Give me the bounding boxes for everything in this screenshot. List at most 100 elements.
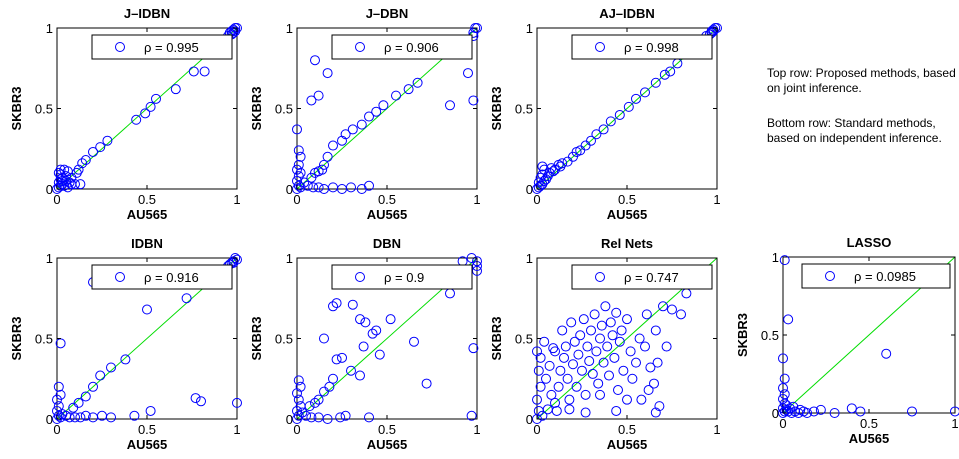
data-point <box>855 406 866 417</box>
data-point <box>591 346 602 357</box>
data-point <box>650 77 661 88</box>
data-point <box>580 407 591 418</box>
legend-label: ρ = 0.998 <box>624 40 679 55</box>
data-point <box>643 385 654 396</box>
data-point <box>340 129 351 140</box>
data-point <box>555 161 566 172</box>
data-point <box>421 378 432 389</box>
data-point <box>295 151 306 162</box>
data-point <box>328 301 338 312</box>
y-tick-label: 0.5 <box>275 332 293 347</box>
x-tick-label: 1 <box>713 422 720 437</box>
chart-title: J–DBN <box>366 6 409 21</box>
y-tick-label: 0 <box>526 412 533 427</box>
y-tick-label: 0.5 <box>515 102 533 117</box>
data-point <box>846 403 857 414</box>
x-tick-label: 0.5 <box>378 192 396 207</box>
data-point <box>232 397 242 408</box>
data-point <box>550 346 560 357</box>
data-point <box>371 106 382 117</box>
data-point <box>661 341 672 352</box>
data-point <box>548 343 559 354</box>
data-point <box>55 169 66 180</box>
legend-marker <box>115 272 125 282</box>
data-point <box>614 336 625 347</box>
data-point <box>950 406 959 417</box>
data-point <box>358 341 369 352</box>
data-point <box>535 352 546 363</box>
y-tick-label: 0 <box>286 182 293 197</box>
legend-marker <box>595 272 605 282</box>
legend-box <box>801 263 951 289</box>
data-point <box>468 343 479 354</box>
data-point <box>595 333 605 344</box>
x-tick-label: 0.5 <box>138 192 156 207</box>
data-point <box>645 362 656 373</box>
y-tick-label: 0.5 <box>761 328 779 343</box>
data-point <box>190 393 201 404</box>
data-point <box>568 359 578 370</box>
data-point <box>73 397 84 408</box>
data-point <box>75 412 86 423</box>
data-point <box>53 381 64 392</box>
data-point <box>586 325 596 336</box>
y-tick-label: 1 <box>46 21 53 36</box>
x-tick-label: 0 <box>293 422 300 437</box>
y-tick-label: 1 <box>46 251 53 266</box>
data-point <box>299 177 310 188</box>
data-point <box>199 66 210 77</box>
data-point <box>70 179 80 190</box>
x-axis-label: AU565 <box>367 207 407 222</box>
x-axis-label: AU565 <box>127 207 167 222</box>
y-axis-label: SKBR3 <box>489 316 504 360</box>
data-point <box>364 180 374 191</box>
data-point <box>463 68 473 79</box>
data-point <box>544 360 555 371</box>
bottom-row-note: Bottom row: Standard methods, based on i… <box>767 116 942 145</box>
data-point <box>367 328 378 339</box>
data-point <box>537 161 548 172</box>
legend-label: ρ = 0.747 <box>624 270 679 285</box>
data-point <box>535 172 546 183</box>
data-point <box>340 410 351 421</box>
data-point <box>328 140 338 151</box>
legend-label: ρ = 0.0985 <box>854 269 916 284</box>
data-point <box>591 129 602 140</box>
data-point <box>364 412 374 423</box>
data-point <box>553 381 564 392</box>
data-point <box>584 356 595 367</box>
data-point <box>196 396 206 407</box>
y-axis-label: SKBR3 <box>9 316 24 360</box>
data-point <box>781 400 792 411</box>
data-point <box>532 346 542 357</box>
data-point <box>360 317 371 328</box>
chart-title: Rel Nets <box>601 236 653 251</box>
legend-label: ρ = 0.916 <box>144 270 199 285</box>
data-point <box>319 159 329 170</box>
data-point <box>589 309 600 320</box>
data-point <box>95 142 106 153</box>
chart-panel: 0 0.5 1 0 0.5 1 DBN AU565 SKBR3 ρ = 0.9 <box>249 236 482 452</box>
x-axis-label: AU565 <box>367 437 407 452</box>
data-point <box>71 167 82 178</box>
data-point <box>616 325 627 336</box>
data-point <box>355 314 365 325</box>
y-axis-label: SKBR3 <box>249 316 264 360</box>
data-point <box>80 410 91 421</box>
data-point <box>328 373 338 384</box>
data-point <box>779 389 790 400</box>
data-point <box>374 349 385 360</box>
x-tick-label: 0 <box>293 192 300 207</box>
data-point <box>306 412 317 423</box>
data-point <box>555 365 566 376</box>
data-point <box>347 124 358 135</box>
x-axis-label: AU565 <box>127 437 167 452</box>
y-tick-label: 0 <box>526 182 533 197</box>
data-point <box>466 410 477 421</box>
y-tick-label: 0.5 <box>275 102 293 117</box>
data-point <box>779 406 790 417</box>
data-point <box>622 394 632 405</box>
data-point <box>650 325 661 336</box>
data-point <box>292 124 302 135</box>
